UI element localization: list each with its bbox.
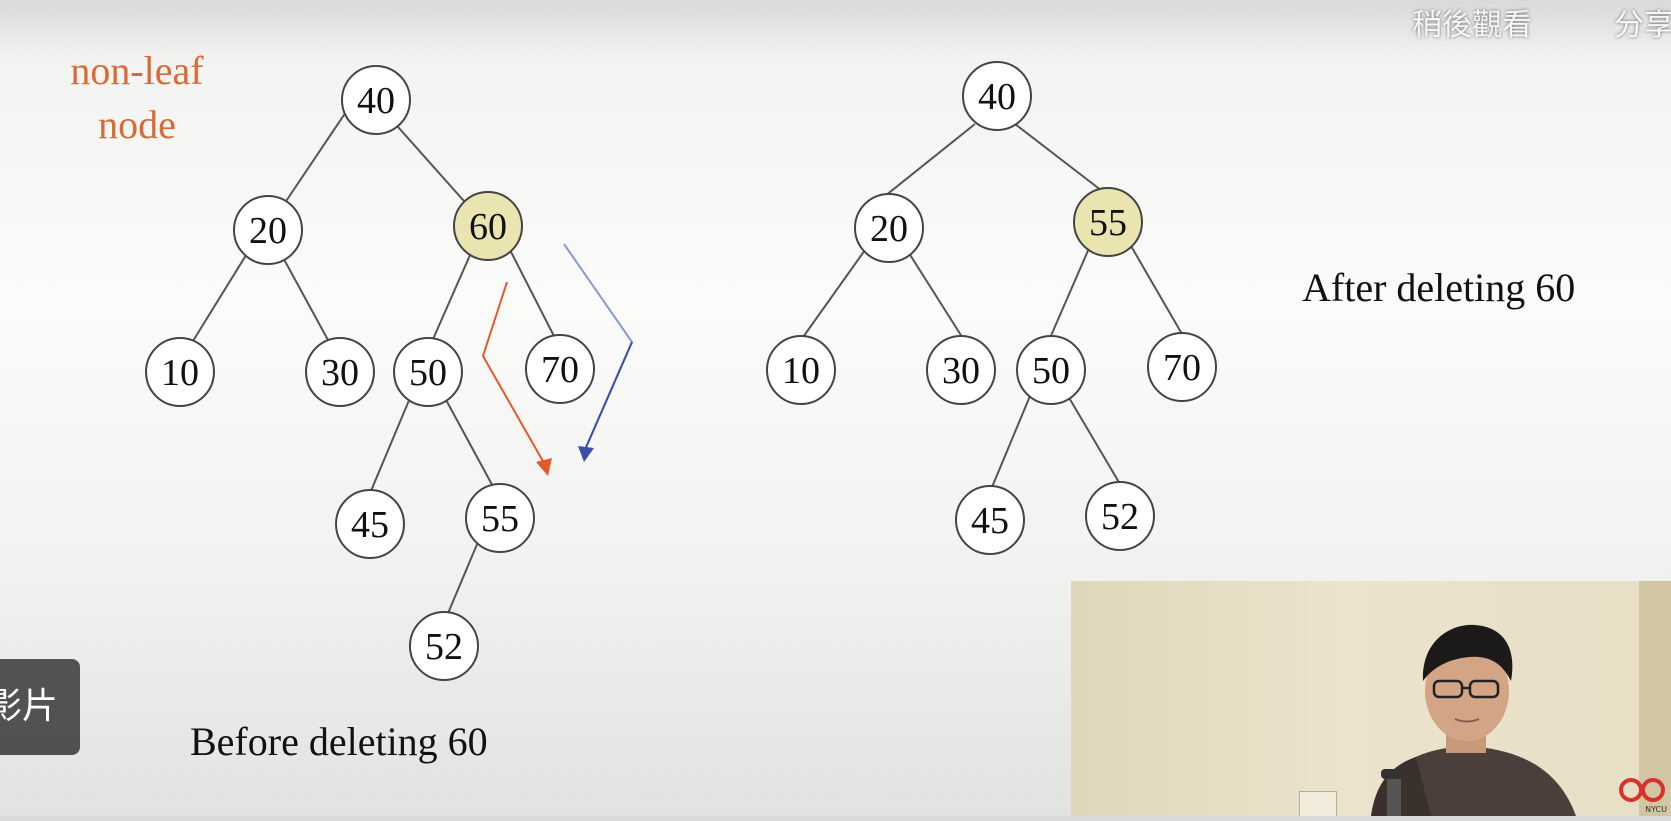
node-10: 10	[766, 335, 836, 405]
svg-text:45: 45	[351, 504, 389, 546]
blue-arrowhead	[578, 446, 594, 462]
node-40: 40	[962, 61, 1032, 131]
node-45: 45	[955, 485, 1025, 555]
lecturer-video: NYCU	[1071, 581, 1671, 816]
svg-text:70: 70	[1163, 347, 1201, 389]
svg-text:52: 52	[425, 626, 463, 668]
node-70: 70	[525, 334, 595, 404]
red-arrow	[481, 281, 549, 471]
watch-later-button[interactable]: 稍後觀看	[1412, 8, 1532, 43]
svg-text:20: 20	[870, 208, 908, 250]
after-tree-edges	[800, 123, 1183, 493]
red-arrowhead	[536, 458, 552, 476]
svg-text:52: 52	[1101, 496, 1139, 538]
door-frame	[1639, 581, 1671, 816]
node-52: 52	[409, 611, 479, 681]
svg-text:55: 55	[1089, 202, 1127, 244]
svg-text:50: 50	[1032, 350, 1070, 392]
node-30: 30	[926, 335, 996, 405]
node-45: 45	[335, 489, 405, 559]
svg-text:60: 60	[469, 206, 507, 248]
svg-text:10: 10	[161, 352, 199, 394]
svg-text:50: 50	[409, 352, 447, 394]
svg-text:55: 55	[481, 498, 519, 540]
nycu-logo	[1619, 778, 1665, 802]
node-20: 20	[233, 195, 303, 265]
svg-text:30: 30	[321, 352, 359, 394]
svg-text:40: 40	[357, 80, 395, 122]
node-20: 20	[854, 193, 924, 263]
node-60-highlighted: 60	[453, 191, 523, 261]
node-50: 50	[1016, 335, 1086, 405]
svg-text:30: 30	[942, 350, 980, 392]
node-55-highlighted: 55	[1073, 187, 1143, 257]
wall-outlet	[1299, 791, 1337, 816]
node-52: 52	[1085, 481, 1155, 551]
svg-text:45: 45	[971, 500, 1009, 542]
svg-text:20: 20	[249, 210, 287, 252]
non-leaf-node-annotation: non-leaf node	[52, 44, 222, 152]
share-button[interactable]: 分享	[1614, 8, 1671, 43]
svg-text:10: 10	[782, 350, 820, 392]
more-videos-label: 影片	[0, 686, 59, 727]
node-30: 30	[305, 337, 375, 407]
after-caption: After deleting 60	[1302, 265, 1576, 310]
node-40: 40	[341, 65, 411, 135]
node-10: 10	[145, 337, 215, 407]
more-videos-button[interactable]: 影片	[0, 659, 80, 755]
before-tree-nodes: 40 20 60 10 30 50	[145, 65, 595, 681]
node-70: 70	[1147, 332, 1217, 402]
lecturer-figure	[1371, 624, 1576, 816]
nycu-logo-text: NYCU	[1645, 805, 1667, 814]
node-55: 55	[465, 483, 535, 553]
node-50: 50	[393, 337, 463, 407]
svg-text:40: 40	[978, 76, 1016, 118]
svg-text:70: 70	[541, 349, 579, 391]
before-caption: Before deleting 60	[190, 719, 488, 764]
after-tree-nodes: 40 20 55 10 30 50	[766, 61, 1217, 555]
annotation-line-2: node	[98, 102, 176, 147]
annotation-line-1: non-leaf	[70, 48, 204, 93]
